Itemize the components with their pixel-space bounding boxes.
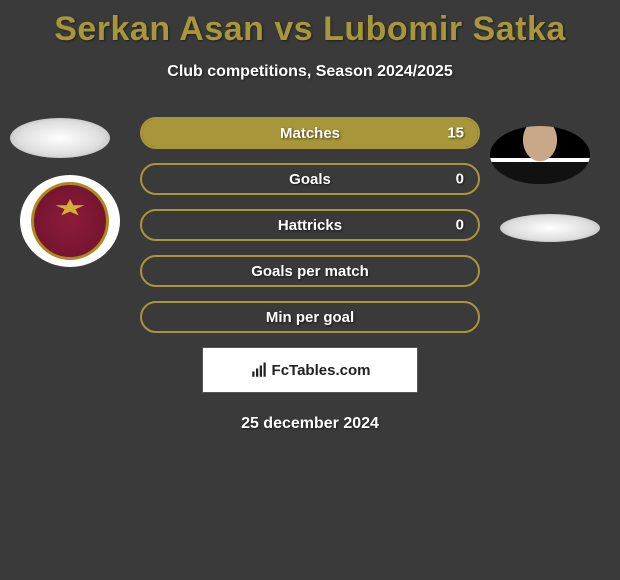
player-right-photo — [490, 126, 590, 184]
brand-box[interactable]: FcTables.com — [202, 347, 418, 393]
subtitle: Club competitions, Season 2024/2025 — [0, 63, 620, 81]
stat-label: Min per goal — [266, 309, 354, 326]
club-badge-left — [20, 175, 120, 267]
club-badge-inner — [31, 182, 109, 260]
brand-text: FcTables.com — [272, 362, 371, 379]
stat-label: Matches — [280, 125, 340, 142]
stat-label: Hattricks — [278, 217, 342, 234]
stat-row: Goals per match — [140, 255, 480, 287]
stat-row: Goals 0 — [140, 163, 480, 195]
player-left-placeholder — [10, 118, 110, 158]
stat-row: Matches 15 — [140, 117, 480, 149]
stat-value-right: 0 — [456, 217, 464, 234]
stat-label: Goals per match — [251, 263, 369, 280]
club-badge-right-placeholder — [500, 214, 600, 242]
page-title: Serkan Asan vs Lubomir Satka — [0, 0, 620, 49]
stat-value-right: 15 — [447, 125, 464, 142]
chart-bar-icon — [250, 361, 268, 379]
player-right-photo-inner — [490, 126, 590, 184]
stat-row: Hattricks 0 — [140, 209, 480, 241]
stat-row: Min per goal — [140, 301, 480, 333]
stat-value-right: 0 — [456, 171, 464, 188]
date-text: 25 december 2024 — [0, 415, 620, 433]
stat-label: Goals — [289, 171, 331, 188]
